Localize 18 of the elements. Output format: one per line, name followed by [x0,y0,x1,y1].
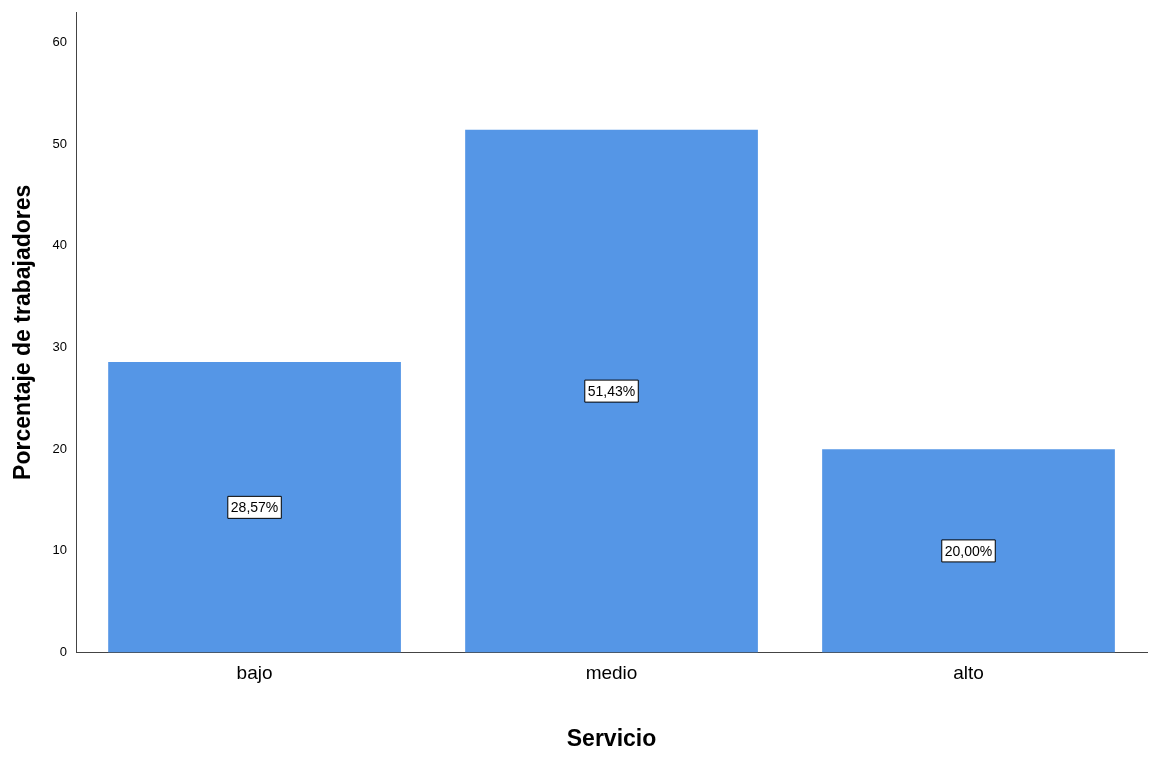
data-label: 20,00% [944,542,993,559]
y-tick-label: 60 [52,34,68,50]
bar [465,129,758,653]
x-axis-title: Servicio [566,724,657,751]
y-tick-label: 0 [59,644,68,660]
y-tick-label: 40 [52,237,68,253]
x-tick-label: bajo [236,662,273,684]
y-tick-label: 20 [52,440,68,456]
bar [822,449,1115,653]
y-axis-title: Porcentaje de trabajadores [9,184,36,480]
y-tick-label: 10 [52,542,68,558]
x-tick-label: alto [953,662,984,684]
data-label: 51,43% [587,382,636,399]
y-tick-label: 50 [52,135,68,151]
y-tick-label: 30 [52,339,68,355]
bar [108,362,401,653]
data-label: 28,57% [230,499,279,516]
x-tick-label: medio [585,662,638,684]
